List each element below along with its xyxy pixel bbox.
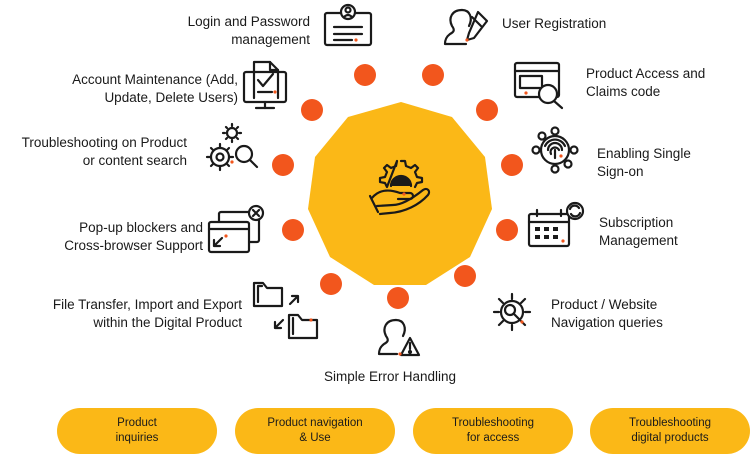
folders-transfer-icon bbox=[252, 281, 319, 340]
pill-label: Product inquiries bbox=[115, 417, 159, 444]
dot bbox=[272, 154, 294, 176]
connector-dots bbox=[272, 64, 523, 309]
label-file-transfer: File Transfer, Import and Export within … bbox=[52, 297, 242, 330]
dot bbox=[320, 273, 342, 295]
fingerprint-network-icon bbox=[531, 126, 579, 174]
pill-navigation-use: Product navigation & Use bbox=[235, 408, 395, 454]
pill-label: Troubleshooting digital products bbox=[628, 417, 712, 444]
label-user-registration: User Registration bbox=[502, 16, 607, 31]
user-warning-icon bbox=[377, 318, 421, 357]
label-popup-blockers: Pop-up blockers and Cross-browser Suppor… bbox=[64, 220, 203, 253]
calendar-sync-icon bbox=[527, 201, 585, 248]
dot bbox=[501, 154, 523, 176]
label-navigation-queries: Product / Website Navigation queries bbox=[551, 297, 663, 330]
user-edit-icon bbox=[443, 8, 489, 46]
dot bbox=[387, 287, 409, 309]
window-search-icon bbox=[513, 61, 564, 110]
id-card-icon bbox=[323, 3, 373, 47]
pill-label: Troubleshooting for access bbox=[451, 417, 535, 444]
dot bbox=[301, 99, 323, 121]
dot bbox=[354, 64, 376, 86]
dot bbox=[496, 219, 518, 241]
monitor-checklist-icon bbox=[242, 60, 288, 110]
label-account-maintenance: Account Maintenance (Add, Update, Delete… bbox=[72, 72, 238, 105]
pill-troubleshooting-access: Troubleshooting for access bbox=[413, 408, 573, 454]
pill-troubleshooting-digital: Troubleshooting digital products bbox=[590, 408, 750, 454]
dot bbox=[422, 64, 444, 86]
pill-label: Product navigation & Use bbox=[267, 417, 363, 444]
label-login-password: Login and Password management bbox=[187, 14, 310, 47]
label-product-access: Product Access and Claims code bbox=[586, 66, 706, 99]
dot bbox=[476, 99, 498, 121]
popup-windows-icon bbox=[207, 204, 265, 254]
label-single-sign-on: Enabling Single Sign-on bbox=[597, 146, 691, 179]
dot bbox=[454, 265, 476, 287]
label-troubleshooting-search: Troubleshooting on Product or content se… bbox=[21, 135, 187, 168]
label-subscription: Subscription Management bbox=[599, 215, 678, 248]
gears-search-icon bbox=[205, 122, 259, 172]
pill-product-inquiries: Product inquiries bbox=[57, 408, 217, 454]
gear-hand-icon bbox=[368, 159, 431, 216]
gear-search-icon bbox=[492, 292, 532, 332]
label-error-handling: Simple Error Handling bbox=[324, 369, 457, 384]
dot bbox=[282, 219, 304, 241]
